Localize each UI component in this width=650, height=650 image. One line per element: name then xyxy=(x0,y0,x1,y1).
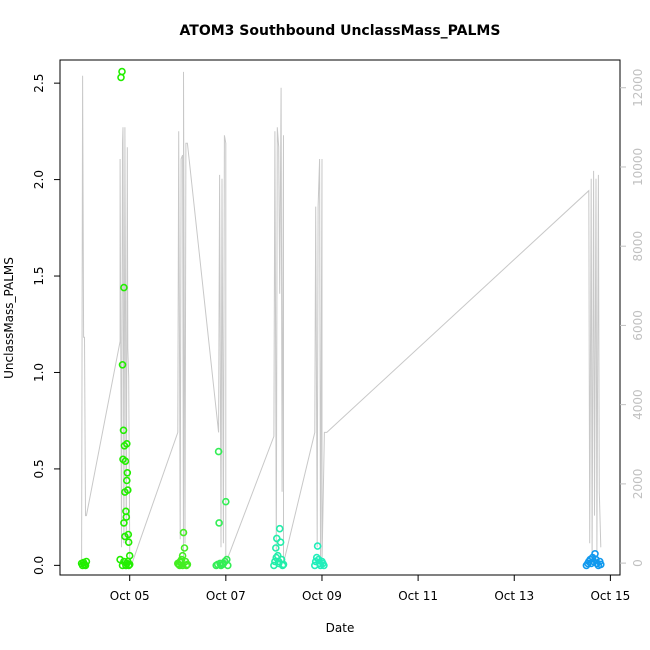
data-point xyxy=(596,560,605,569)
plot-frame xyxy=(59,59,621,576)
y-tick-label: 1.0 xyxy=(32,363,46,382)
y2-tick-label: 8000 xyxy=(631,231,645,262)
x-tick-label: Oct 13 xyxy=(494,589,534,603)
data-point xyxy=(214,447,223,456)
data-point xyxy=(183,560,192,569)
y-tick-label: 2.0 xyxy=(32,170,46,189)
y-axis-left: 0.0 0.5 1.0 1.5 2.0 2.5 xyxy=(32,74,60,575)
x-tick-label: Oct 11 xyxy=(398,589,438,603)
y-axis-right: 0 2000 4000 6000 8000 10000 12000 xyxy=(620,69,645,567)
data-point xyxy=(313,542,322,550)
data-point xyxy=(122,513,131,521)
y-tick-label: 2.5 xyxy=(32,74,46,93)
data-point xyxy=(125,560,134,569)
data-point xyxy=(179,528,188,537)
data-point xyxy=(271,544,280,552)
y-tick-label: 0.5 xyxy=(32,459,46,478)
y-axis-label: UnclassMass_PALMS xyxy=(2,257,16,379)
data-point xyxy=(124,486,132,494)
y2-tick-label: 0 xyxy=(631,559,645,567)
data-point xyxy=(124,530,133,539)
data-point xyxy=(118,561,127,570)
x-tick-label: Oct 07 xyxy=(206,589,246,603)
data-point xyxy=(276,538,285,547)
x-tick-label: Oct 09 xyxy=(302,589,342,603)
data-point xyxy=(124,538,133,547)
data-point xyxy=(180,544,189,552)
data-point xyxy=(120,557,128,566)
scatter-points-layer xyxy=(77,67,605,570)
data-point xyxy=(271,557,279,566)
data-point xyxy=(118,67,126,76)
data-point xyxy=(119,426,128,435)
data-point xyxy=(81,561,90,570)
data-point xyxy=(82,557,91,566)
data-point xyxy=(123,476,131,485)
data-point xyxy=(123,439,131,448)
y2-tick-label: 12000 xyxy=(631,69,645,107)
data-point xyxy=(215,519,223,527)
data-point xyxy=(274,557,283,566)
data-point xyxy=(123,468,132,477)
y-tick-label: 1.5 xyxy=(32,266,46,285)
y2-tick-label: 2000 xyxy=(631,469,645,500)
data-point xyxy=(320,561,328,570)
chart-title: ATOM3 Southbound UnclassMass_PALMS xyxy=(180,23,501,39)
data-point xyxy=(118,360,127,369)
data-point xyxy=(178,561,187,570)
data-point xyxy=(222,497,230,506)
x-tick-label: Oct 05 xyxy=(110,589,150,603)
y2-tick-label: 6000 xyxy=(631,310,645,341)
altitude-line xyxy=(81,71,602,564)
x-axis: Oct 05 Oct 07 Oct 09 Oct 11 Oct 13 Oct 15 xyxy=(110,575,630,603)
y2-tick-label: 10000 xyxy=(631,148,645,186)
data-point xyxy=(224,561,232,570)
x-axis-label: Date xyxy=(326,621,355,635)
x-tick-label: Oct 15 xyxy=(590,589,630,603)
data-point xyxy=(275,524,284,533)
data-point xyxy=(272,534,281,543)
y-tick-label: 0.0 xyxy=(32,556,46,575)
data-point xyxy=(121,457,130,466)
data-point xyxy=(182,561,191,570)
altitude-line-layer xyxy=(81,71,602,564)
data-point xyxy=(312,553,321,562)
y2-tick-label: 4000 xyxy=(631,389,645,420)
data-point xyxy=(120,283,128,292)
